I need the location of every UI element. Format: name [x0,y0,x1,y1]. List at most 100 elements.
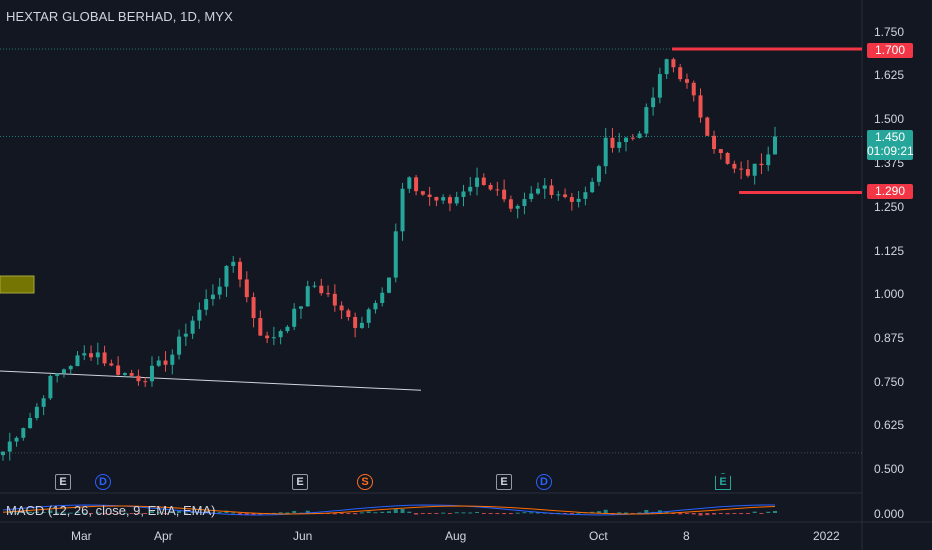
candle-body [549,185,554,196]
macd-histogram-bar [414,513,419,515]
macd-histogram-bar [759,513,764,514]
earnings-event-marker[interactable]: E [292,474,308,490]
macd-histogram-bar [244,513,249,516]
macd-histogram-bar [353,513,358,515]
trend-line-drawing [0,370,422,391]
upcoming-earnings-event-marker[interactable]: E [715,473,731,490]
macd-histogram-bar [149,511,154,513]
candle-body [461,191,466,197]
macd-histogram-bar [495,513,500,514]
candle-body [170,354,175,365]
macd-histogram-bar [461,512,466,514]
macd-histogram-bar [156,512,161,514]
candle-body [1,451,5,456]
macd-histogram-bar [122,512,127,514]
macd-histogram-bar [590,511,595,513]
candle-body [745,169,750,176]
candle-body [698,95,703,118]
price-tick: 1.750 [874,25,905,39]
candle-body [414,177,419,192]
candle-body [292,308,297,327]
candle-body [535,188,540,194]
macd-histogram-bar [278,512,283,514]
macd-histogram-bar [664,511,669,513]
candle-body [258,318,263,336]
macd-histogram-bar [745,513,750,514]
candle-body [684,79,689,83]
candle-body [55,373,60,376]
time-tick: 2022 [813,529,840,543]
price-tick: 1.000 [874,287,905,301]
candle-body [617,142,622,148]
candle-body [515,205,520,209]
macd-histogram-bar [102,513,107,515]
macd-histogram-bar [89,513,94,514]
candle-body [28,417,33,429]
candle-body [373,303,378,310]
candle-body [339,305,344,311]
candle-body [34,406,39,418]
candle-body [332,293,337,306]
candle-body [441,197,446,201]
candle-body [407,177,412,189]
highlight-rectangle-drawing [0,275,35,294]
candle-body [197,309,202,321]
macd-histogram-bar [752,511,757,513]
macd-histogram-bar [170,511,175,513]
candle-body [156,360,161,366]
candle-body [624,137,629,143]
price-tick: 0.500 [874,462,905,476]
macd-histogram-bar [705,513,710,516]
candle-body [705,117,710,136]
candle-body [183,333,188,337]
candle-body [420,191,425,195]
dividend-event-marker[interactable]: D [95,474,111,490]
macd-histogram-bar [407,511,412,513]
macd-histogram-bar [7,511,12,513]
macd-tick: 0.000 [874,507,905,521]
candle-body [671,59,676,68]
price-tick: 0.750 [874,375,905,389]
candle-body [475,177,480,187]
candle-body [217,286,222,295]
macd-histogram-bar [678,513,683,515]
candle-body [143,381,148,383]
candle-body [278,331,283,338]
candle-body [285,326,290,332]
candle-body [739,168,744,170]
earnings-event-marker[interactable]: E [496,474,512,490]
macd-histogram-bar [55,512,60,514]
support-price-tag: 1.290 [867,184,913,199]
dividend-event-marker[interactable]: D [536,474,552,490]
earnings-event-marker[interactable]: E [55,474,71,490]
macd-histogram-bar [400,509,405,513]
macd-histogram-bar [644,509,649,513]
candle-body [387,277,391,293]
macd-histogram-bar [332,513,337,515]
macd-histogram-bar [61,512,66,514]
candle-body [359,322,364,328]
macd-histogram-bar [502,513,507,515]
candle-body [657,74,662,98]
candle-body [210,294,215,300]
macd-histogram-bar [285,512,290,514]
macd-histogram-bar [454,512,459,514]
macd-histogram-bar [447,513,452,514]
split-event-marker[interactable]: S [357,474,373,490]
macd-signal-line [2,505,776,515]
candle-body [244,279,249,298]
candle-body [556,194,561,196]
candle-body [305,286,310,307]
candle-body [603,137,608,167]
price-tick: 1.625 [874,68,905,82]
macd-histogram-bar [691,513,696,515]
macd-histogram-bar [177,510,182,513]
macd-histogram-bar [563,513,568,514]
candle-body [691,82,696,96]
macd-indicator-label[interactable]: MACD (12, 26, close, 9, EMA, EMA) [6,503,216,518]
time-tick: Jun [293,529,313,543]
candle-body [312,285,317,287]
macd-histogram-bar [718,513,723,514]
macd-histogram-bar [624,512,629,514]
